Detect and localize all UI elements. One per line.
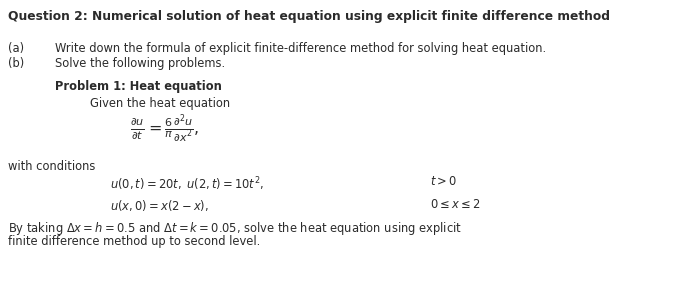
Text: $u(0,t) = 20t, \; u(2,t) = 10t^2,$: $u(0,t) = 20t, \; u(2,t) = 10t^2,$ xyxy=(110,175,265,193)
Text: $0 \leq x \leq 2$: $0 \leq x \leq 2$ xyxy=(430,198,481,211)
Text: Write down the formula of explicit finite-difference method for solving heat equ: Write down the formula of explicit finit… xyxy=(55,42,546,55)
Text: By taking $\Delta x = h = 0.5$ and $\Delta t = k = 0.05$, solve the heat equatio: By taking $\Delta x = h = 0.5$ and $\Del… xyxy=(8,220,462,237)
Text: $t > 0$: $t > 0$ xyxy=(430,175,457,188)
Text: (b): (b) xyxy=(8,57,25,70)
Text: Solve the following problems.: Solve the following problems. xyxy=(55,57,225,70)
Text: $\frac{\partial u}{\partial t} = \frac{6}{\pi}\frac{\partial^2 u}{\partial x^2},: $\frac{\partial u}{\partial t} = \frac{6… xyxy=(130,112,199,144)
Text: Given the heat equation: Given the heat equation xyxy=(90,97,230,110)
Text: (a): (a) xyxy=(8,42,24,55)
Text: finite difference method up to second level.: finite difference method up to second le… xyxy=(8,235,260,248)
Text: $u(x,0) = x(2-x),$: $u(x,0) = x(2-x),$ xyxy=(110,198,209,213)
Text: with conditions: with conditions xyxy=(8,160,95,173)
Text: Question 2: Numerical solution of heat equation using explicit finite difference: Question 2: Numerical solution of heat e… xyxy=(8,10,610,23)
Text: Problem 1: Heat equation: Problem 1: Heat equation xyxy=(55,80,222,93)
